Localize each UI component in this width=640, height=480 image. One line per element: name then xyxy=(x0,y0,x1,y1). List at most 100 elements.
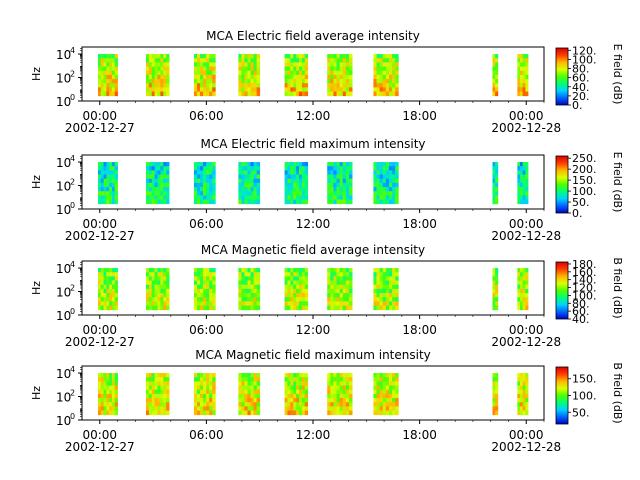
spectrogram-cell xyxy=(284,280,288,286)
spectrogram-cell xyxy=(212,385,216,391)
spectrogram-cell xyxy=(517,162,521,167)
spectrogram-cell xyxy=(342,199,347,205)
spectrogram-cell xyxy=(376,280,381,286)
spectrogram-cell xyxy=(336,174,341,180)
spectrogram-cell xyxy=(203,66,207,72)
spectrogram-cell xyxy=(492,195,496,200)
spectrogram-cell xyxy=(200,402,204,407)
spectrogram-cell xyxy=(106,393,110,399)
spectrogram-cell xyxy=(247,410,251,416)
spectrogram-cell xyxy=(392,297,396,302)
spectrogram-cell xyxy=(203,284,207,290)
spectrogram-cell xyxy=(336,178,341,184)
spectrogram-cell xyxy=(160,377,164,382)
spectrogram-cell xyxy=(299,91,303,97)
spectrogram-cell xyxy=(522,406,526,411)
spectrogram-cell xyxy=(348,284,353,290)
spectrogram-cell xyxy=(520,373,524,378)
spectrogram-cell xyxy=(256,410,261,416)
spectrogram-cell xyxy=(206,191,210,196)
spectrogram-cell xyxy=(163,199,167,205)
spectrogram-cell xyxy=(345,199,350,205)
spectrogram-cell xyxy=(520,377,524,382)
spectrogram-cell xyxy=(157,297,161,302)
spectrogram-cell xyxy=(244,170,248,175)
spectrogram-cell xyxy=(382,305,387,311)
spectrogram-cell xyxy=(290,293,294,298)
spectrogram-cell xyxy=(517,280,521,286)
spectrogram-cell xyxy=(492,174,496,180)
spectrogram-cell xyxy=(103,402,107,407)
spectrogram-cell xyxy=(253,393,258,399)
spectrogram-cell xyxy=(333,58,337,63)
spectrogram-cell xyxy=(299,280,303,286)
spectrogram-cell xyxy=(299,385,303,391)
spectrogram-cell xyxy=(163,402,167,407)
spectrogram-cell xyxy=(114,301,118,306)
spectrogram-cell xyxy=(111,87,116,92)
spectrogram-cell xyxy=(253,389,258,395)
spectrogram-cell xyxy=(196,178,201,184)
spectrogram-cell xyxy=(241,406,245,411)
spectrogram-cell xyxy=(238,70,242,76)
spectrogram-cell xyxy=(106,272,110,277)
spectrogram-cell xyxy=(293,293,297,298)
spectrogram-cell xyxy=(196,187,201,192)
y-tick-exponent: 2 xyxy=(70,178,75,187)
spectrogram-cell xyxy=(385,373,390,378)
spectrogram-cell xyxy=(342,280,347,286)
spectrogram-cell xyxy=(109,280,113,286)
spectrogram-cell xyxy=(290,284,294,290)
spectrogram-cell xyxy=(200,178,204,184)
spectrogram-cell xyxy=(492,389,496,395)
spectrogram-cell xyxy=(253,301,258,306)
spectrogram-cell xyxy=(157,83,161,88)
spectrogram-cell xyxy=(330,381,334,386)
spectrogram-cell xyxy=(284,58,288,63)
spectrogram-cell xyxy=(196,402,201,407)
colorbar-tick-label: 0. xyxy=(572,207,583,220)
spectrogram-cell xyxy=(151,91,156,97)
spectrogram-cell xyxy=(517,199,521,205)
spectrogram-cell xyxy=(157,166,161,171)
spectrogram-cell xyxy=(492,187,496,192)
spectrogram-cell xyxy=(148,191,153,196)
spectrogram-cell xyxy=(304,79,309,84)
spectrogram-cell xyxy=(148,79,153,84)
spectrogram-cell xyxy=(348,70,353,76)
spectrogram-cell xyxy=(376,389,381,395)
spectrogram-cell xyxy=(296,195,300,200)
spectrogram-cell xyxy=(100,182,104,188)
spectrogram-cell xyxy=(166,187,170,192)
spectrogram-cell xyxy=(244,284,248,290)
spectrogram-cell xyxy=(196,166,201,171)
spectrogram-cell xyxy=(348,62,353,67)
spectrogram-cell xyxy=(379,170,384,175)
spectrogram-cell xyxy=(495,70,499,76)
spectrogram-cell xyxy=(97,91,102,97)
spectrogram-cell xyxy=(97,74,102,80)
spectrogram-cell xyxy=(382,199,387,205)
y-tick-exponent: 2 xyxy=(70,70,75,79)
spectrogram-cell xyxy=(166,293,170,298)
spectrogram-cell xyxy=(209,272,213,277)
spectrogram-cell xyxy=(145,389,150,395)
spectrogram-cell xyxy=(247,398,251,403)
spectrogram-cell xyxy=(290,268,294,273)
spectrogram-cell xyxy=(296,191,300,196)
spectrogram-cell xyxy=(492,83,496,88)
spectrogram-cell xyxy=(160,280,164,286)
spectrogram-cell xyxy=(339,398,344,403)
spectrogram-cell xyxy=(203,91,207,97)
spectrogram-cell xyxy=(492,91,496,97)
spectrogram-cell xyxy=(495,268,499,273)
spectrogram-cell xyxy=(203,58,207,63)
spectrogram-cell xyxy=(492,182,496,188)
spectrogram-cell xyxy=(327,54,331,59)
spectrogram-cell xyxy=(373,74,377,80)
spectrogram-cell xyxy=(517,70,521,76)
spectrogram-cell xyxy=(100,377,104,382)
spectrogram-cell xyxy=(241,402,245,407)
spectrogram-cell xyxy=(517,288,521,294)
spectrogram-cell xyxy=(333,276,337,281)
